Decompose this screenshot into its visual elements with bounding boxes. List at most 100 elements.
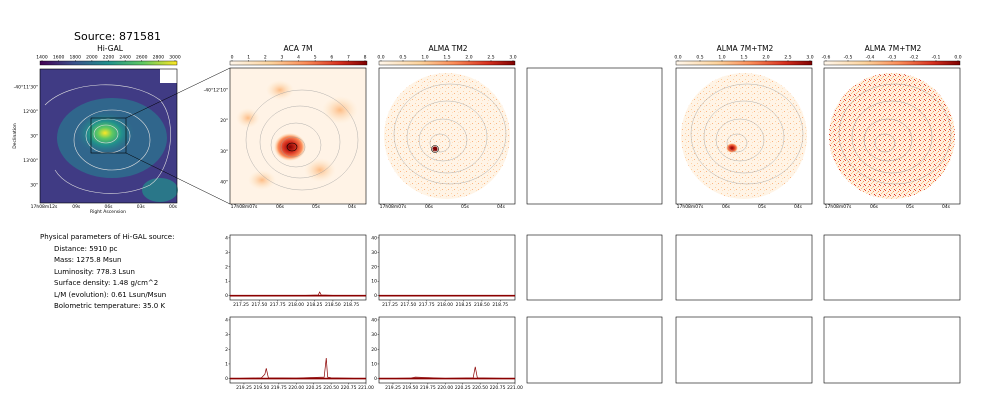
empty-panel-r3c6 bbox=[823, 316, 961, 384]
colorbar-tick-label: 2600 bbox=[136, 55, 148, 61]
colorbar-tick-label: 2400 bbox=[119, 55, 131, 61]
x-tick-label: 04s bbox=[794, 204, 803, 210]
spectrum-x-tick-label: 219.75 bbox=[271, 385, 287, 391]
spectrum-y-tick-label: 3 bbox=[225, 250, 228, 256]
zoom-line-top bbox=[125, 67, 231, 119]
spectrum-y-tick-label: 3 bbox=[225, 332, 228, 338]
tm2-colorbar-ticks: 0.0 0.5 1.0 1.5 2.0 2.5 3.0 bbox=[377, 55, 517, 62]
spectrum-x-tick-label: 220.50 bbox=[472, 385, 488, 391]
y-tick-label: 20" bbox=[220, 118, 228, 124]
aca-colorbar-ticks: 0 1 2 3 4 5 6 7 8 bbox=[231, 55, 367, 62]
x-tick-label: 09s bbox=[72, 204, 81, 210]
higal-panel: 1400 1600 1800 2000 2200 2400 2600 2800 3000 -40… bbox=[12, 55, 181, 216]
higal-y-ticks: -40°11'30" 12'00" 30" 13'00" 30" bbox=[14, 85, 38, 189]
comb1-colorbar bbox=[675, 60, 813, 66]
colorbar-tick-label: 5 bbox=[314, 55, 317, 61]
spectrum-x-tick-label: 220.25 bbox=[455, 385, 471, 391]
spectrum-aca-row2: 0 1 2 3 4 219.25 219.50 219.75 220.00 220.25 220.5… bbox=[225, 316, 374, 391]
param-mass: Mass: 1275.8 Msun bbox=[54, 256, 122, 264]
spectrum-y-tick-label: 2 bbox=[225, 264, 228, 270]
spectrum-x-tick-label: 220.75 bbox=[490, 385, 506, 391]
spectrum-aca-row1: 0 1 2 3 4 217.25 217.50 217.75 218.00 218.25 218.5… bbox=[225, 234, 367, 308]
spectrum-x-tick-label: 219.50 bbox=[403, 385, 419, 391]
x-tick-label: 03s bbox=[137, 204, 146, 210]
colorbar-tick-label: 7 bbox=[347, 55, 350, 61]
x-tick-label: 06s bbox=[104, 204, 113, 210]
colorbar-tick-label: -0.2 bbox=[910, 55, 919, 61]
comb1-colorbar-ticks: 0.0 0.5 1.0 1.5 2.0 2.5 3.0 bbox=[674, 55, 814, 62]
spectrum-x-tick-label: 220.00 bbox=[437, 385, 453, 391]
higal-zoom-box bbox=[90, 117, 127, 154]
spectrum-y-tick-label: 0 bbox=[225, 293, 228, 299]
spectrum-y-tick-label: 20 bbox=[371, 347, 377, 353]
tm2-image bbox=[384, 73, 510, 199]
spectrum-x-tick-label: 217.25 bbox=[382, 302, 398, 308]
higal-ylabel: Declination bbox=[12, 123, 18, 149]
comb2-colorbar bbox=[823, 60, 961, 66]
param-tbol: Bolometric temperature: 35.0 K bbox=[54, 302, 166, 310]
spectrum-y-tick-label: 0 bbox=[374, 293, 377, 299]
spectrum-y-tick-label: 40 bbox=[371, 317, 377, 323]
spectrum-x-tick-label: 221.00 bbox=[507, 385, 523, 391]
colorbar-tick-label: 1.0 bbox=[421, 55, 428, 61]
spectrum-x-tick-label: 217.75 bbox=[270, 302, 286, 308]
x-tick-label: 05s bbox=[906, 204, 915, 210]
colorbar-tick-label: 2.0 bbox=[762, 55, 769, 61]
colorbar-tick-label: 3.0 bbox=[806, 55, 813, 61]
colorbar-tick-label: -0.3 bbox=[888, 55, 897, 61]
empty-panel-r3c4 bbox=[526, 316, 663, 384]
aca-panel: 0 1 2 3 4 5 6 7 8 -40°12'10" 20" 30" 40" 17h08m07s 0… bbox=[204, 55, 368, 210]
colorbar-tick-label: 0 bbox=[231, 55, 234, 61]
spectrum-frame bbox=[229, 316, 367, 384]
higal-colorbar-ticks: 1400 1600 1800 2000 2200 2400 2600 2800 3000 bbox=[36, 55, 181, 62]
colorbar-tick-label: 0.5 bbox=[399, 55, 406, 61]
x-tick-label: 17h08m07s bbox=[380, 204, 407, 210]
empty-panel-r1c4 bbox=[526, 67, 663, 205]
comb1-x-ticks: 17h08m07s 06s 05s 04s bbox=[677, 204, 803, 210]
spectrum-x-tick-label: 218.50 bbox=[325, 302, 341, 308]
x-tick-label: 05s bbox=[461, 204, 470, 210]
comb2-x-ticks: 17h08m07s 06s 05s 04s bbox=[825, 204, 951, 210]
almatm2-panel: 0.0 0.5 1.0 1.5 2.0 2.5 3.0 17h08m07s 06s 05s 04s bbox=[377, 55, 516, 211]
colorbar-tick-label: 1400 bbox=[36, 55, 48, 61]
colorbar-tick-label: -0.5 bbox=[844, 55, 853, 61]
spectrum-y-tick-label: 30 bbox=[371, 332, 377, 338]
x-tick-label: 17h08m07s bbox=[677, 204, 704, 210]
comb1-panel: 0.0 0.5 1.0 1.5 2.0 2.5 3.0 17h08m07s 06s 05s 04s bbox=[674, 55, 813, 211]
spectrum-x-tick-label: 220.25 bbox=[306, 385, 322, 391]
colorbar-tick-label: 1800 bbox=[70, 55, 82, 61]
spectrum-x-tick-label: 218.50 bbox=[474, 302, 490, 308]
x-tick-label: 00s bbox=[169, 204, 178, 210]
x-tick-label: 06s bbox=[870, 204, 879, 210]
spectrum-x-tick-label: 219.25 bbox=[236, 385, 252, 391]
colorbar-tick-label: 2200 bbox=[103, 55, 115, 61]
spectrum-frame bbox=[229, 234, 367, 301]
y-tick-label: 12'00" bbox=[23, 109, 38, 115]
colorbar-tick-label: 4 bbox=[297, 55, 300, 61]
comb2-panel: -0.6 -0.5 -0.4 -0.3 -0.2 -0.1 0.0 17h08m07s 06s… bbox=[822, 55, 962, 211]
colorbar-tick-label: -0.6 bbox=[822, 55, 831, 61]
y-tick-label: 30" bbox=[30, 134, 38, 140]
spectrum-y-tick-label: 10 bbox=[371, 361, 377, 367]
spectrum-x-tick-label: 217.25 bbox=[233, 302, 249, 308]
colorbar-tick-label: 2.5 bbox=[784, 55, 791, 61]
param-lm: L/M (evolution): 0.61 Lsun/Msun bbox=[54, 290, 167, 299]
y-tick-label: -40°11'30" bbox=[14, 85, 38, 91]
higal-x-ticks: 17h08m12s 09s 06s 03s 00s bbox=[31, 204, 178, 210]
spectrum-x-tick-label: 217.50 bbox=[401, 302, 417, 308]
x-tick-label: 17h08m12s bbox=[31, 204, 58, 210]
physical-parameters: Physical parameters of Hi-GAL source: Di… bbox=[40, 232, 174, 313]
empty-panel-r2c5 bbox=[675, 234, 813, 301]
colorbar-tick-label: 1.5 bbox=[740, 55, 747, 61]
x-tick-label: 17h08m07s bbox=[231, 204, 258, 210]
colorbar-tick-label: 2 bbox=[264, 55, 267, 61]
spectrum-x-tick-label: 218.75 bbox=[343, 302, 359, 308]
param-distance: Distance: 5910 pc bbox=[54, 244, 118, 253]
colorbar-tick-label: 0.5 bbox=[696, 55, 703, 61]
x-tick-label: 06s bbox=[425, 204, 434, 210]
colorbar-tick-label: 1.0 bbox=[718, 55, 725, 61]
x-tick-label: 04s bbox=[497, 204, 506, 210]
